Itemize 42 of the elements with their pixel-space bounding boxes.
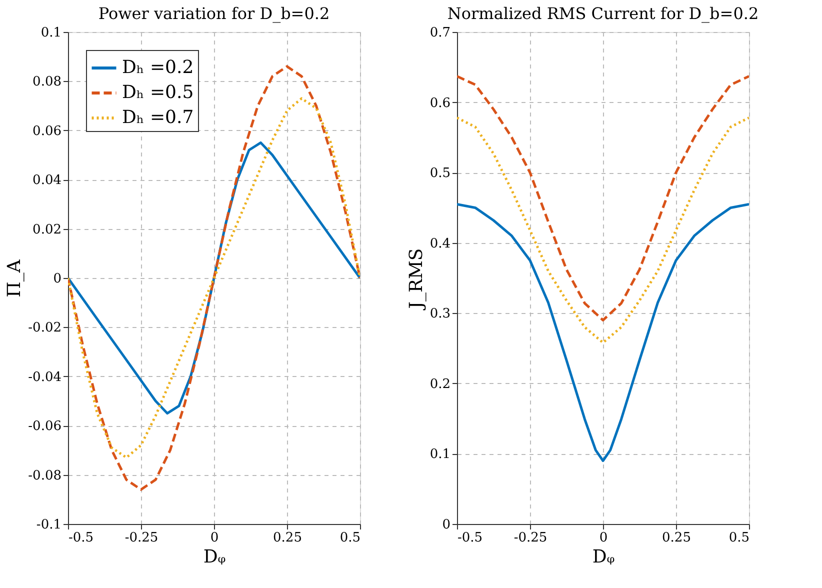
y-tick-label: 0.04 — [32, 173, 62, 188]
y-tick-label: -0.06 — [28, 419, 62, 434]
line-series — [457, 116, 749, 344]
x-axis-title: Dᵩ — [203, 546, 226, 568]
x-tick-label: -0.25 — [124, 530, 158, 546]
chart-title: Power variation for D_b=0.2 — [98, 4, 330, 23]
y-tick-label: -0.08 — [28, 468, 62, 484]
x-tick-label: -0.25 — [514, 530, 548, 546]
y-tick-label: 0 — [442, 518, 450, 532]
y-tick-label: 0 — [53, 272, 62, 286]
y-tick-label: 0.4 — [430, 236, 450, 252]
y-tick-label: -0.04 — [28, 370, 62, 385]
y-axis-title: J_RMS — [406, 248, 427, 311]
x-tick-label: 0.25 — [662, 530, 691, 546]
line-series — [457, 75, 749, 322]
chart-title: Normalized RMS Current for D_b=0.2 — [447, 4, 759, 23]
y-tick-label: -0.02 — [28, 320, 62, 336]
y-tick-label: 0.3 — [430, 306, 450, 322]
y-tick-label: 0.2 — [430, 376, 450, 392]
y-axis-title: Π_A — [4, 258, 26, 298]
y-tick-label: 0.5 — [430, 166, 450, 182]
x-tick-label: 0 — [210, 530, 219, 546]
y-tick-label: 0.02 — [32, 222, 62, 238]
x-tick-label: 0.5 — [340, 530, 360, 546]
x-tick-label: 0.25 — [273, 530, 302, 546]
y-tick-label: -0.1 — [36, 518, 62, 532]
legend-label: Dₕ =0.2 — [122, 57, 194, 78]
y-tick-label: 0.7 — [430, 26, 450, 40]
x-axis-title: Dᵩ — [592, 546, 615, 568]
y-tick-label: 0.06 — [32, 124, 62, 139]
y-tick-label: 0.1 — [40, 26, 62, 40]
x-tick-label: 0.5 — [728, 530, 750, 546]
y-tick-label: 0.08 — [32, 74, 62, 90]
legend-label: Dₕ =0.5 — [122, 82, 194, 103]
y-tick-label: 0.6 — [430, 96, 450, 111]
line-series — [68, 97, 360, 459]
line-series — [457, 202, 749, 462]
x-tick-label: 0 — [599, 530, 608, 546]
x-tick-label: -0.5 — [458, 530, 483, 546]
y-tick-label: 0.1 — [430, 447, 450, 462]
x-tick-label: -0.5 — [68, 530, 94, 546]
legend-label: Dₕ =0.7 — [122, 107, 194, 128]
